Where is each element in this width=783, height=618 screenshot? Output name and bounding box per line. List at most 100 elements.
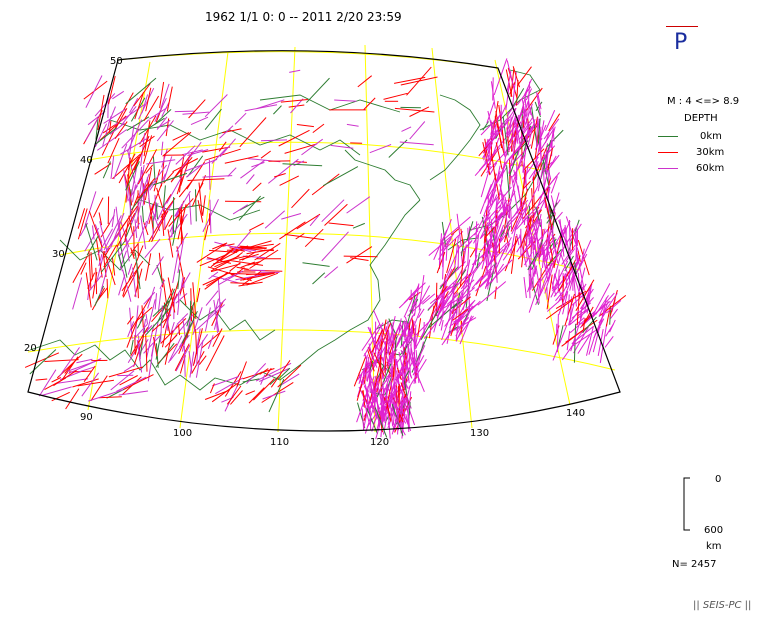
- p-axis-segment: [577, 239, 590, 276]
- p-axis-segment: [488, 231, 505, 266]
- p-axis-segment: [552, 324, 568, 361]
- p-axis-segment: [523, 78, 533, 96]
- p-axis-segment: [204, 108, 222, 131]
- p-axis-segment: [201, 332, 220, 349]
- p-axis-segment: [112, 90, 125, 100]
- p-axis-segment: [557, 282, 569, 303]
- p-axis-segment: [196, 338, 199, 366]
- p-axis-segment: [506, 165, 510, 199]
- p-axis-segment: [524, 126, 533, 140]
- p-axis-segment: [510, 220, 518, 254]
- p-axis-segment: [174, 110, 195, 113]
- p-axis-segment: [127, 321, 135, 338]
- p-axis-segment: [533, 213, 542, 251]
- p-axis-segment: [72, 255, 88, 284]
- p-axis-segment: [103, 108, 127, 124]
- p-axis-segment: [168, 288, 174, 299]
- p-axis-segment: [490, 219, 493, 247]
- p-axis-segment: [111, 257, 116, 276]
- p-axis-segment: [110, 155, 115, 179]
- p-axis-segment: [96, 129, 127, 151]
- p-axis-segment: [97, 94, 105, 130]
- p-axis-segment: [132, 184, 136, 203]
- p-axis-segment: [210, 263, 241, 273]
- p-axis-segment: [88, 250, 92, 290]
- p-axis-segment: [486, 262, 498, 285]
- p-axis-segment: [245, 390, 256, 396]
- p-axis-segment: [343, 255, 378, 258]
- p-axis-segment: [506, 199, 512, 216]
- p-axis-segment: [246, 248, 274, 255]
- p-axis-segment: [141, 205, 144, 223]
- coastline: [29, 199, 421, 391]
- p-axis-segment: [81, 372, 100, 397]
- p-axis-segment: [131, 202, 140, 224]
- p-axis-segment: [377, 322, 391, 354]
- p-axis-segment: [577, 272, 580, 289]
- p-axis-segment: [372, 375, 377, 393]
- p-axis-segment: [230, 390, 243, 405]
- p-axis-segment: [440, 219, 452, 246]
- p-axis-segment: [309, 214, 320, 227]
- p-axis-segment: [127, 157, 131, 171]
- p-axis-segment: [551, 234, 559, 264]
- p-axis-segment: [411, 300, 416, 314]
- p-axis-segment: [480, 268, 493, 281]
- p-axis-segment: [440, 233, 455, 251]
- p-axis-segment: [214, 241, 252, 253]
- p-axis-segment: [361, 324, 381, 351]
- p-axis-segment: [95, 117, 99, 140]
- p-axis-segment: [118, 274, 126, 296]
- p-axis-segment: [127, 263, 133, 275]
- magnitude-range: M : 4 <=> 8.9: [667, 96, 740, 107]
- lon-label-130: 130: [470, 428, 489, 439]
- p-axis-segment: [414, 324, 417, 349]
- latitude-line: [59, 232, 581, 271]
- p-axis-segment: [541, 247, 546, 262]
- p-axis-segment: [209, 199, 212, 234]
- p-axis-segment: [296, 124, 314, 128]
- p-axis-segment: [550, 176, 558, 194]
- p-axis-segment: [64, 364, 73, 374]
- p-axis-segment: [543, 118, 560, 140]
- latitude-line: [87, 141, 541, 171]
- p-axis-segment: [145, 87, 152, 112]
- p-axis-segment: [180, 141, 202, 170]
- p-axis-segment: [514, 129, 520, 139]
- p-axis-segment: [578, 286, 584, 300]
- p-axis-segment: [546, 274, 553, 310]
- p-axis-segment: [146, 324, 155, 359]
- p-axis-segment: [512, 154, 523, 184]
- p-axis-segment: [543, 152, 552, 180]
- p-axis-segment: [389, 350, 394, 377]
- p-axis-segment: [576, 253, 585, 291]
- p-axis-segment: [83, 365, 96, 382]
- p-axis-segment: [278, 129, 310, 147]
- p-axis-segment: [470, 223, 480, 231]
- p-axis-segment: [494, 197, 498, 215]
- p-axis-segment: [520, 100, 529, 127]
- p-axis-segment: [154, 109, 172, 125]
- p-axis-segment: [372, 381, 377, 420]
- p-axis-segment: [157, 200, 174, 228]
- p-axis-segment: [385, 322, 401, 356]
- p-axis-segment: [175, 293, 188, 304]
- p-axis-segment: [539, 268, 542, 295]
- p-axis-segment: [165, 302, 173, 329]
- p-axis-segment: [512, 66, 520, 88]
- p-axis-segment: [363, 97, 376, 110]
- p-axis-segment: [414, 283, 420, 316]
- p-axis-segment: [210, 260, 230, 272]
- p-axis-segment: [382, 381, 384, 396]
- p-axis-segment: [442, 247, 460, 284]
- p-axis-segment: [575, 229, 578, 261]
- p-axis-segment: [487, 119, 511, 148]
- p-axis-segment: [132, 267, 137, 298]
- coastline: [429, 94, 481, 181]
- p-axis-segment: [384, 384, 389, 421]
- p-axis-segment: [140, 215, 147, 250]
- p-axis-segment: [138, 335, 141, 360]
- p-axis-segment: [232, 230, 252, 253]
- p-axis-segment: [475, 264, 495, 285]
- coastline: [139, 199, 261, 221]
